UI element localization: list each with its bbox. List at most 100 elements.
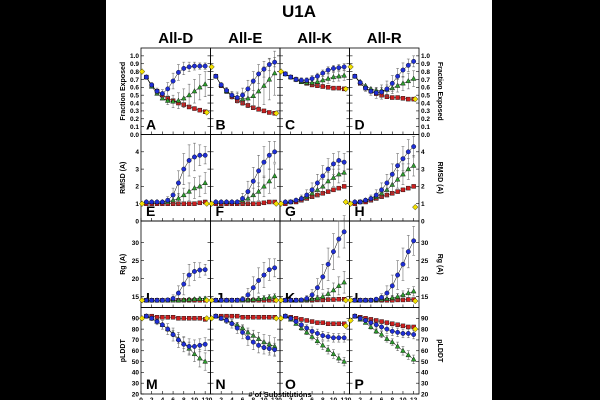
data-point-blue (143, 74, 149, 80)
y-tick-label: 2 (421, 184, 425, 191)
data-point-blue (357, 199, 363, 205)
y-tick-label: 30 (421, 240, 429, 247)
data-point-red (400, 187, 406, 193)
data-point-green (255, 88, 262, 94)
data-point-blue (395, 73, 401, 79)
data-point-red (336, 185, 342, 191)
data-point-blue (176, 337, 181, 343)
data-point-green (202, 358, 208, 364)
y-tick-label: 0 (421, 218, 425, 225)
data-point-yellow (412, 326, 419, 333)
data-point-blue (272, 59, 278, 65)
data-point-blue (304, 77, 310, 83)
data-point-blue (272, 265, 278, 271)
data-point-blue (325, 334, 331, 340)
data-point-blue (315, 285, 320, 291)
series-line-blue (215, 267, 275, 301)
data-point-blue (272, 347, 278, 353)
y-tick-label: 15 (132, 294, 140, 301)
y-tick-label: 40 (132, 370, 140, 377)
data-point-blue (373, 90, 379, 96)
series-line-green (146, 182, 206, 203)
data-point-blue (218, 315, 224, 321)
y-tick-label: 1 (135, 201, 139, 208)
data-point-yellow (277, 297, 285, 304)
data-point-blue (154, 88, 160, 94)
data-point-blue (384, 290, 390, 296)
panel-letter: B (216, 117, 226, 133)
y-axis-label: Rg (A) (120, 254, 127, 275)
data-point-green (336, 73, 342, 79)
data-point-yellow (412, 297, 419, 305)
data-point-blue (186, 158, 192, 163)
y-tick-label: 40 (421, 370, 429, 377)
data-point-yellow (208, 315, 215, 322)
series-line-blue (354, 146, 414, 203)
data-point-red (384, 320, 390, 325)
data-point-blue (373, 296, 379, 302)
y-tick-label: 0.1 (421, 124, 430, 131)
data-point-green (261, 82, 267, 88)
data-point-blue (229, 92, 235, 98)
data-point-green (159, 95, 166, 101)
x-tick-label: 8 (251, 397, 255, 400)
data-point-green (336, 282, 342, 288)
data-point-yellow (347, 200, 354, 207)
data-point-green (389, 339, 396, 345)
data-point-blue (320, 333, 326, 339)
data-point-blue (176, 180, 181, 186)
y-axis-label: pLDDT (120, 339, 127, 363)
data-point-blue (245, 292, 251, 298)
data-point-blue (170, 332, 176, 337)
data-point-blue (325, 67, 331, 73)
data-point-green (250, 92, 257, 98)
data-point-blue (165, 297, 171, 303)
data-point-blue (384, 86, 390, 92)
data-point-blue (170, 296, 176, 301)
data-point-blue (224, 199, 229, 205)
data-point-blue (266, 346, 272, 351)
data-point-green (261, 183, 267, 189)
series-line-blue (146, 155, 206, 203)
data-point-red (299, 317, 304, 322)
data-point-green (405, 166, 412, 172)
data-point-blue (309, 328, 315, 334)
data-point-yellow (203, 200, 210, 207)
data-point-blue (282, 313, 288, 319)
data-point-blue (192, 154, 197, 160)
data-point-blue (389, 328, 395, 334)
data-point-blue (389, 171, 395, 177)
data-point-blue (186, 344, 192, 349)
data-point-blue (411, 144, 417, 150)
y-tick-label: 2 (135, 184, 139, 191)
data-point-blue (213, 199, 219, 205)
y-tick-label: 20 (421, 276, 429, 283)
x-tick-label: 4 (369, 397, 373, 400)
data-point-red (331, 187, 336, 193)
y-tick-label: 25 (421, 258, 429, 265)
data-point-red (406, 185, 411, 191)
panel-letter: O (285, 376, 296, 392)
x-tick-label: 10 (399, 397, 407, 400)
data-point-green (384, 335, 390, 341)
panel-letter: K (285, 290, 295, 306)
y-tick-label: 4 (135, 149, 139, 156)
x-tick-label: 0 (348, 397, 352, 400)
data-point-blue (240, 296, 245, 302)
data-point-blue (202, 152, 208, 158)
data-point-green (330, 174, 337, 180)
data-point-red (261, 315, 267, 320)
data-point-blue (261, 272, 267, 278)
x-tick-label: 12 (271, 397, 279, 400)
x-tick-label: 6 (380, 397, 384, 400)
series-line-green (215, 175, 275, 203)
data-point-blue (373, 192, 379, 198)
data-point-blue (202, 63, 208, 69)
series-line-blue (215, 151, 275, 203)
data-point-green (410, 288, 417, 294)
data-point-blue (250, 285, 256, 291)
x-tick-label: 4 (300, 397, 304, 400)
data-point-blue (400, 261, 406, 267)
data-point-yellow (138, 297, 146, 304)
y-tick-label: 0.6 (130, 85, 139, 92)
